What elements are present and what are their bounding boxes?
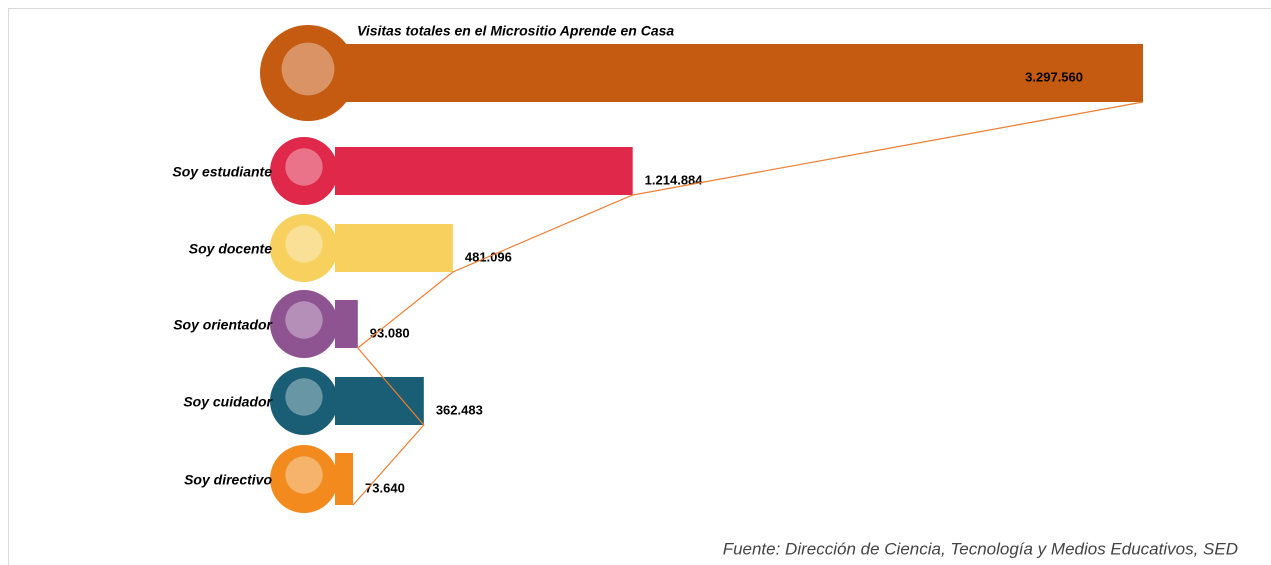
source-note: Fuente: Dirección de Ciencia, Tecnología… (723, 539, 1238, 558)
category-icon (270, 214, 338, 282)
value-label: 93.080 (370, 325, 410, 340)
frame (8, 8, 1271, 565)
trend-line (352, 101, 1144, 506)
category-label: Soy cuidador (183, 394, 273, 410)
category-icon-inner (285, 225, 323, 263)
bar (335, 453, 354, 505)
category-label: Soy orientador (173, 317, 273, 333)
category-icon-inner (285, 456, 323, 494)
category-label: Soy estudiante (172, 164, 272, 180)
category-icon (270, 445, 338, 513)
category-label: Soy docente (189, 241, 272, 257)
bar (335, 377, 424, 425)
bar (335, 44, 1143, 102)
bar (335, 224, 453, 272)
value-label: 3.297.560 (1025, 69, 1083, 84)
value-label: 73.640 (365, 480, 405, 495)
chart-title: Visitas totales en el Micrositio Aprende… (357, 23, 674, 39)
category-icon-inner (285, 148, 323, 186)
category-icon-inner (281, 42, 335, 96)
value-label: 1.214.884 (645, 172, 704, 187)
category-icon-inner (285, 301, 323, 339)
category-label: Soy directivo (184, 472, 272, 488)
category-icon (270, 137, 338, 205)
value-label: 362.483 (436, 402, 483, 417)
bar (335, 300, 358, 348)
category-icon-inner (285, 378, 323, 416)
category-icon (270, 290, 338, 358)
category-icon (260, 25, 356, 121)
bar (335, 147, 633, 195)
category-icon (270, 367, 338, 435)
